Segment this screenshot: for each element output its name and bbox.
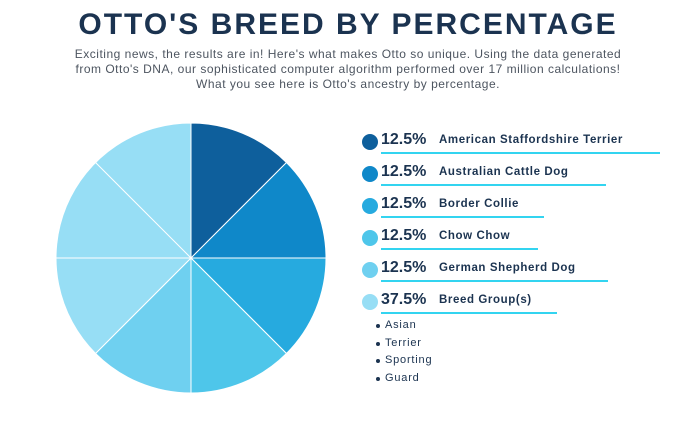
- breed-group-list: Asian Terrier Sporting Guard: [376, 317, 432, 387]
- slice-divider: [95, 162, 192, 259]
- intro-line: What you see here is Otto's ancestry by …: [196, 77, 500, 91]
- legend-label: American Staffordshire Terrier: [439, 134, 623, 146]
- breed-group-item: Sporting: [376, 352, 432, 370]
- legend-swatch: [362, 230, 378, 246]
- page-title: OTTO'S BREED BY PERCENTAGE: [78, 8, 618, 41]
- legend-label: Border Collie: [439, 198, 520, 210]
- legend-percent: 12.5%: [381, 195, 427, 212]
- legend-label: Breed Group(s): [439, 294, 532, 306]
- legend-underline: [381, 312, 557, 314]
- legend-underline: [381, 184, 606, 186]
- legend-label: German Shepherd Dog: [439, 262, 576, 274]
- pie-slice: [189, 161, 327, 259]
- intro-line: Exciting news, the results are in! Here'…: [74, 47, 622, 61]
- breed-group-item: Terrier: [376, 335, 432, 353]
- legend-percent: 12.5%: [381, 163, 427, 180]
- legend-swatch: [362, 294, 378, 310]
- legend-underline: [381, 280, 608, 282]
- pie-slice: [55, 122, 192, 355]
- legend-swatch: [362, 166, 378, 182]
- intro-line: from Otto's DNA, our sophisticated compu…: [75, 62, 621, 76]
- legend-label: Australian Cattle Dog: [439, 166, 569, 178]
- legend-swatch: [362, 262, 378, 278]
- legend-swatch: [362, 198, 378, 214]
- legend-percent: 37.5%: [381, 291, 427, 308]
- pie-slice: [189, 257, 327, 355]
- pie-slice: [190, 256, 288, 394]
- pie-slice: [190, 122, 288, 260]
- legend-underline: [381, 152, 660, 154]
- legend-underline: [381, 216, 544, 218]
- legend-percent: 12.5%: [381, 131, 427, 148]
- legend-swatch: [362, 134, 378, 150]
- legend-percent: 12.5%: [381, 259, 427, 276]
- legend-label: Chow Chow: [439, 230, 511, 242]
- breed-group-item: Guard: [376, 370, 432, 388]
- legend-underline: [381, 248, 538, 250]
- legend-percent: 12.5%: [381, 227, 427, 244]
- pie-slice: [94, 256, 192, 394]
- intro-text: Exciting news, the results are in! Here'…: [20, 47, 676, 92]
- breed-group-item: Asian: [376, 317, 432, 335]
